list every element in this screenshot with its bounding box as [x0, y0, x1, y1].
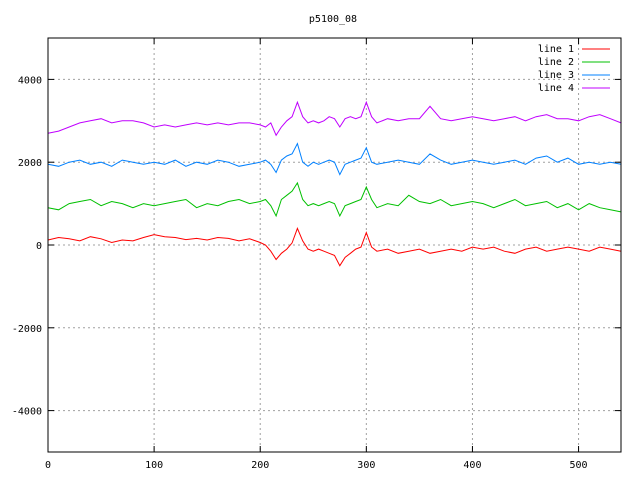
- legend-label-1: line 1: [538, 44, 574, 55]
- legend-label-3: line 3: [538, 70, 574, 81]
- legend: line 1 line 2 line 3 line 4: [538, 44, 610, 94]
- y-tick-label: 2000: [18, 158, 42, 169]
- y-tick-label: 0: [36, 241, 42, 252]
- series-line-2: [47, 181, 622, 218]
- x-tick-label: 300: [357, 460, 375, 471]
- grid: [48, 38, 621, 452]
- x-tick-label: 0: [45, 460, 51, 471]
- series-line-1: [47, 227, 622, 267]
- legend-label-2: line 2: [538, 57, 574, 68]
- y-axis: -4000 -2000 0 2000 4000: [12, 75, 621, 418]
- y-tick-label: -4000: [12, 407, 42, 418]
- x-tick-label: 100: [145, 460, 163, 471]
- x-tick-label: 400: [463, 460, 481, 471]
- y-tick-label: -2000: [12, 324, 42, 335]
- y-tick-label: 4000: [18, 75, 42, 86]
- series-line-4: [47, 100, 622, 137]
- series-layer: [47, 100, 622, 267]
- x-axis: 0 100 200 300 400 500: [45, 38, 588, 471]
- x-tick-label: 500: [570, 460, 588, 471]
- series-line-3: [47, 142, 622, 176]
- chart-title: p5100_08: [309, 14, 357, 25]
- x-tick-label: 200: [251, 460, 269, 471]
- legend-label-4: line 4: [538, 83, 574, 94]
